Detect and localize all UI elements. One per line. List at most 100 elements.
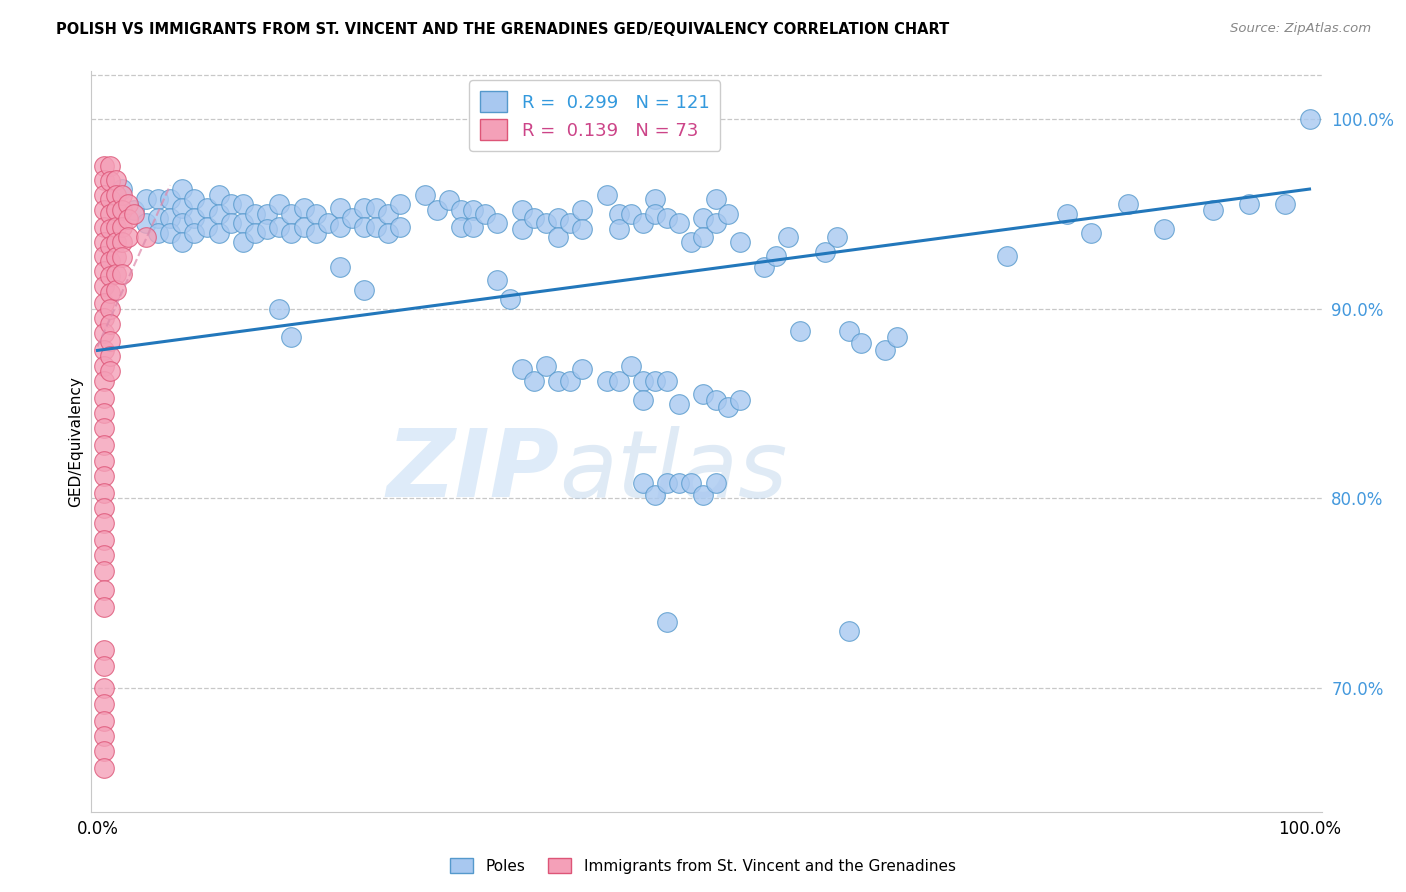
Point: [93, 220, 115, 235]
Point: [1237, 197, 1260, 211]
Point: [389, 220, 412, 235]
Point: [437, 194, 460, 208]
Point: [135, 229, 157, 244]
Point: [607, 374, 630, 388]
Point: [571, 202, 593, 217]
Point: [98, 286, 121, 301]
Point: [93, 533, 115, 548]
Point: [93, 658, 115, 673]
Point: [304, 226, 326, 240]
Point: [104, 202, 127, 217]
Point: [316, 216, 339, 230]
Point: [474, 207, 496, 221]
Point: [728, 392, 751, 407]
Point: [93, 172, 115, 186]
Point: [98, 239, 121, 253]
Point: [486, 273, 509, 287]
Point: [172, 216, 194, 230]
Point: [104, 235, 127, 250]
Point: [595, 374, 617, 388]
Point: [93, 343, 115, 358]
Point: [560, 216, 582, 230]
Point: [668, 476, 690, 491]
Point: [644, 374, 666, 388]
Point: [183, 192, 205, 206]
Point: [93, 311, 115, 326]
Point: [146, 192, 169, 206]
Point: [104, 251, 127, 265]
Point: [655, 615, 678, 629]
Point: [159, 211, 181, 225]
Point: [329, 201, 352, 215]
Point: [111, 268, 134, 282]
Point: [510, 202, 533, 217]
Point: [498, 292, 520, 306]
Point: [183, 211, 205, 225]
Point: [655, 476, 678, 491]
Point: [117, 229, 139, 244]
Point: [93, 729, 115, 743]
Point: [93, 159, 115, 173]
Point: [523, 374, 546, 388]
Point: [631, 216, 654, 230]
Point: [146, 211, 169, 225]
Point: [93, 187, 115, 202]
Point: [98, 269, 121, 284]
Point: [111, 235, 134, 250]
Point: [98, 254, 121, 268]
Point: [668, 396, 690, 410]
Point: [98, 349, 121, 363]
Point: [463, 202, 485, 217]
Point: [280, 207, 302, 221]
Point: [389, 197, 412, 211]
Point: [111, 187, 134, 202]
Point: [329, 260, 352, 274]
Point: [631, 392, 654, 407]
Point: [93, 516, 115, 531]
Point: [93, 453, 115, 467]
Point: [93, 248, 115, 262]
Point: [631, 374, 654, 388]
Point: [98, 334, 121, 348]
Point: [510, 222, 533, 236]
Point: [111, 220, 134, 235]
Point: [1116, 197, 1139, 211]
Point: [98, 207, 121, 221]
Point: [329, 220, 352, 235]
Point: [547, 229, 569, 244]
Point: [463, 220, 485, 235]
Point: [838, 325, 860, 339]
Y-axis label: GED/Equivalency: GED/Equivalency: [67, 376, 83, 507]
Point: [232, 235, 254, 250]
Point: [93, 296, 115, 310]
Point: [98, 364, 121, 378]
Point: [195, 201, 218, 215]
Text: atlas: atlas: [558, 425, 787, 516]
Point: [159, 192, 181, 206]
Point: [93, 468, 115, 483]
Point: [655, 374, 678, 388]
Point: [256, 222, 278, 236]
Point: [681, 235, 703, 250]
Point: [620, 359, 643, 373]
Point: [377, 207, 399, 221]
Point: [1201, 202, 1223, 217]
Point: [340, 211, 363, 225]
Point: [135, 192, 157, 206]
Point: [752, 260, 775, 274]
Point: [668, 216, 690, 230]
Point: [269, 301, 291, 316]
Point: [104, 268, 127, 282]
Point: [450, 202, 472, 217]
Point: [681, 476, 703, 491]
Point: [172, 182, 194, 196]
Text: ZIP: ZIP: [387, 425, 558, 517]
Text: Source: ZipAtlas.com: Source: ZipAtlas.com: [1230, 22, 1371, 36]
Point: [655, 211, 678, 225]
Point: [292, 201, 315, 215]
Point: [93, 599, 115, 614]
Legend: R =  0.299   N = 121, R =  0.139   N = 73: R = 0.299 N = 121, R = 0.139 N = 73: [470, 80, 720, 151]
Point: [789, 325, 811, 339]
Point: [104, 187, 127, 202]
Point: [93, 278, 115, 293]
